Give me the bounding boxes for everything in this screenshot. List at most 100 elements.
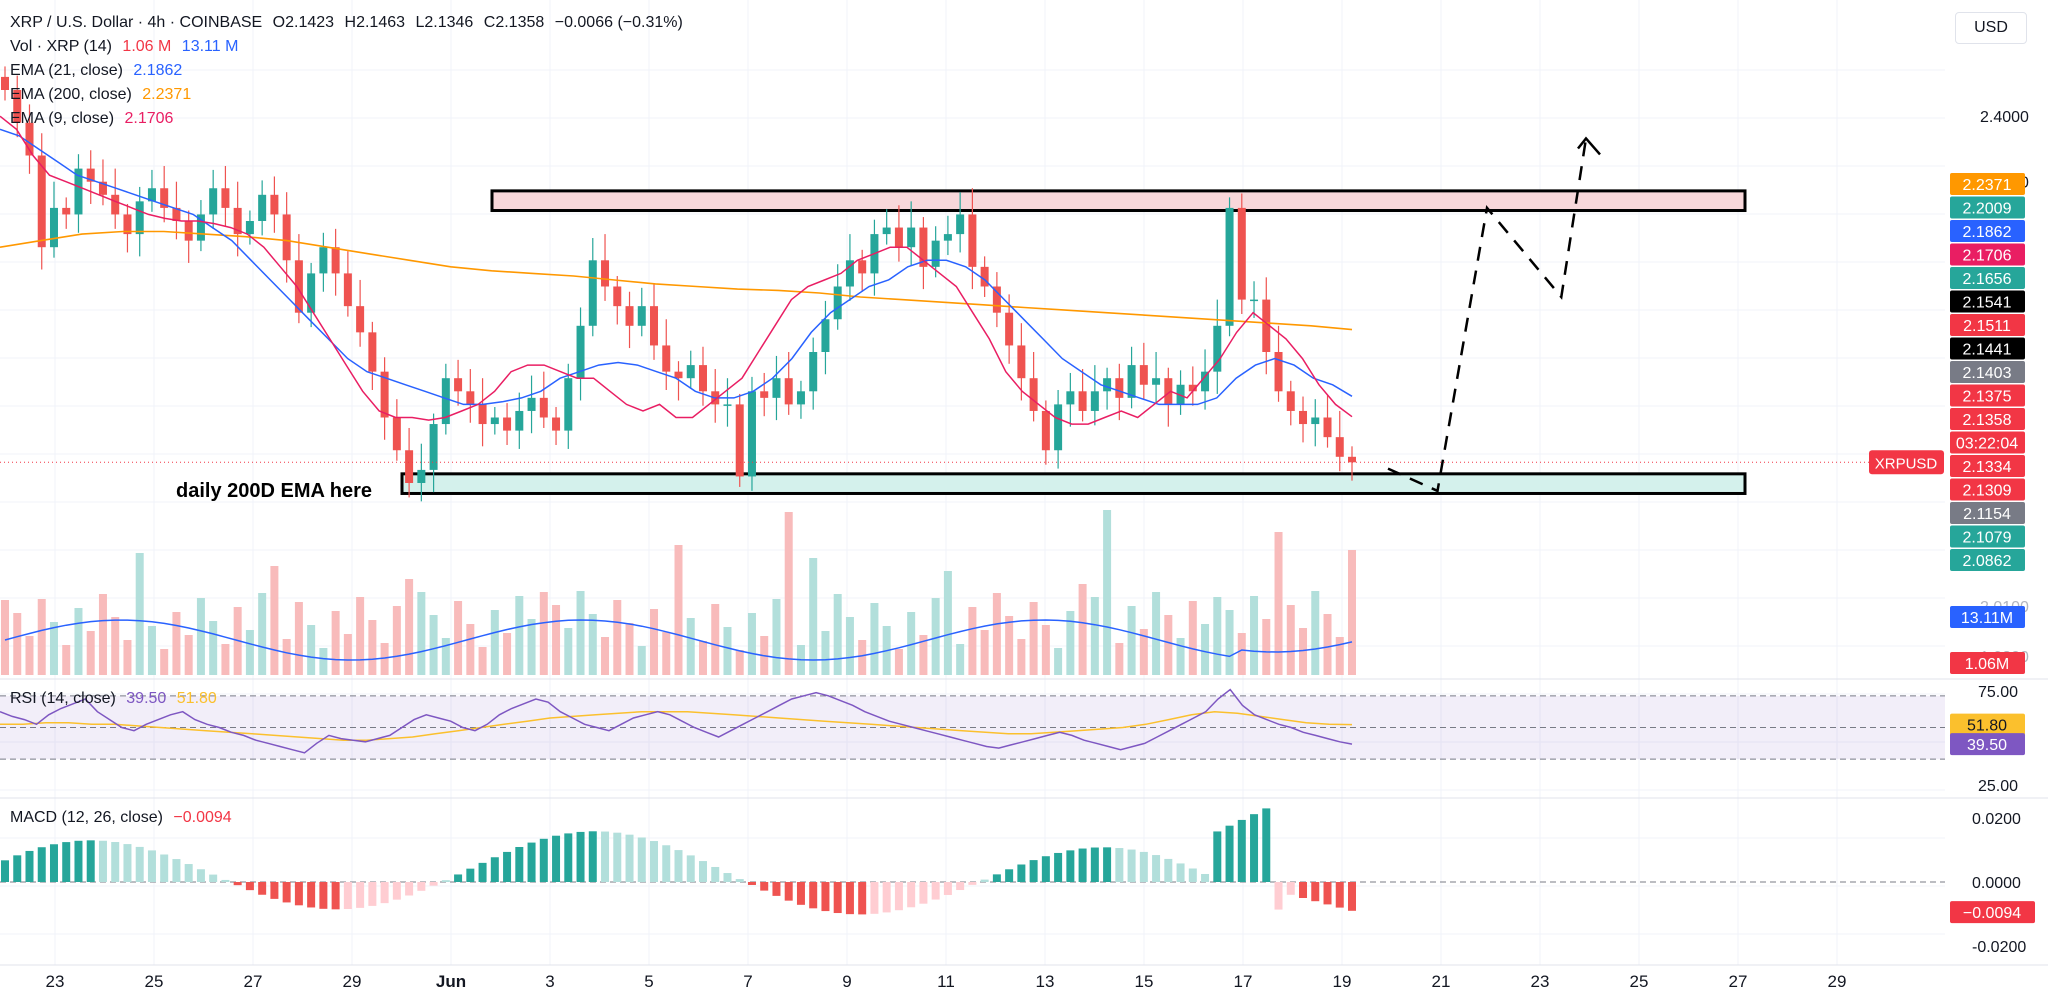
macd-bar [1, 860, 9, 882]
macd-bar [870, 882, 879, 914]
volume-bar [625, 623, 634, 675]
candle-body [1348, 456, 1356, 463]
rsi-legend[interactable]: RSI (14, close) 39.50 51.80 [10, 690, 223, 708]
volume-bar [1103, 510, 1112, 675]
candle-body [1005, 312, 1014, 346]
candle-body [1299, 410, 1308, 425]
time-axis-tick: 15 [1135, 972, 1154, 991]
volume-bar [74, 608, 83, 675]
price-label-box [1950, 384, 2025, 407]
volume-bar [907, 612, 916, 675]
price-label-text: 03:22:04 [1956, 436, 2018, 453]
volume-bar [245, 630, 254, 675]
volume-bar [539, 592, 548, 675]
rsi-axis-tick: 75.00 [1978, 684, 2018, 701]
low-value: L2.1346 [415, 14, 474, 31]
macd-bar [723, 873, 732, 882]
volume-bars-group [1, 510, 1356, 675]
macd-legend[interactable]: MACD (12, 26, close) −0.0094 [10, 809, 238, 827]
volume-bar [1078, 584, 1087, 675]
macd-axis-tick: -0.0200 [1972, 939, 2026, 956]
volume-bar [209, 621, 218, 675]
ema200-legend[interactable]: EMA (200, close) 2.2371 [10, 86, 197, 104]
volume-bar [478, 647, 487, 675]
volume-bar [833, 594, 842, 675]
volume-label-text: 13.11M [1961, 610, 2013, 627]
price-axis-tick: 2.4000 [1980, 109, 2029, 126]
macd-bar [1188, 868, 1197, 882]
volume-bar [184, 635, 193, 675]
macd-bar [747, 882, 756, 885]
volume-bar [576, 591, 585, 675]
volume-bar [1262, 619, 1271, 675]
candle-body [49, 207, 58, 248]
macd-bar [564, 833, 573, 882]
volume-bar [1029, 602, 1038, 675]
volume-bar [1115, 643, 1124, 675]
volume-bar [1286, 605, 1295, 675]
candle-body [258, 194, 267, 221]
macd-bar [1348, 882, 1356, 911]
volume-ma-line [4, 619, 1353, 661]
macd-bar [478, 862, 487, 882]
macd-bar [1286, 882, 1295, 895]
rsi-label: RSI (14, close) [10, 690, 116, 707]
macd-bar [968, 882, 977, 885]
macd-bar [356, 882, 365, 908]
price-label-box [1950, 290, 2025, 313]
price-label-box [1950, 502, 2025, 524]
macd-bar [1323, 882, 1332, 905]
macd-bar [1115, 848, 1124, 882]
macd-bar [515, 846, 524, 882]
macd-bar [368, 882, 377, 906]
volume-legend[interactable]: Vol · XRP (14) 1.06 M 13.11 M [10, 38, 244, 56]
candle-body [1274, 352, 1283, 392]
macd-bar [1201, 873, 1210, 882]
volume-bar [698, 641, 707, 675]
ema9-legend[interactable]: EMA (9, close) 2.1706 [10, 110, 179, 128]
candle-body [111, 194, 120, 215]
volume-bar [123, 640, 132, 675]
candles-group [1, 66, 1356, 502]
candle-body [441, 378, 450, 425]
volume-bar [1250, 596, 1259, 675]
macd-bar [417, 882, 426, 891]
symbol-title[interactable]: XRP / U.S. Dollar · 4h · COINBASE [10, 14, 263, 31]
ema21-legend[interactable]: EMA (21, close) 2.1862 [10, 62, 188, 80]
price-label-box [1950, 525, 2025, 548]
candle-body [613, 286, 622, 307]
candle-body [625, 306, 634, 326]
macd-bar [1335, 882, 1344, 908]
candle-body [735, 404, 744, 477]
volume-bar [172, 612, 181, 675]
candle-body [784, 378, 793, 405]
macd-bar [74, 840, 83, 882]
candle-body [1017, 345, 1026, 379]
candle-body [25, 122, 34, 156]
candle-body [1066, 391, 1075, 405]
candle-body [405, 450, 414, 483]
macd-bar [772, 882, 781, 896]
macd-bar [552, 835, 561, 882]
rsi-ma-label-box [1950, 713, 2025, 736]
currency-button[interactable]: USD [1955, 12, 2027, 44]
macd-bar [894, 882, 903, 911]
macd-bar [503, 851, 512, 882]
candle-body [245, 221, 254, 235]
macd-bar [539, 838, 548, 882]
volume-bar [454, 601, 463, 675]
candle-body [637, 306, 646, 326]
candle-body [858, 260, 867, 274]
volume-bar [147, 626, 156, 675]
candle-body [282, 214, 291, 261]
candle-body [1103, 378, 1112, 392]
high-value: H2.1463 [344, 14, 406, 31]
macd-bar [625, 834, 634, 882]
macd-bar [1225, 825, 1234, 882]
macd-bar [931, 882, 940, 900]
volume-bar [1213, 597, 1222, 675]
macd-bar [294, 882, 303, 906]
candle-body [662, 345, 671, 372]
macd-bar [1090, 847, 1099, 882]
volume-bar [1299, 628, 1308, 675]
